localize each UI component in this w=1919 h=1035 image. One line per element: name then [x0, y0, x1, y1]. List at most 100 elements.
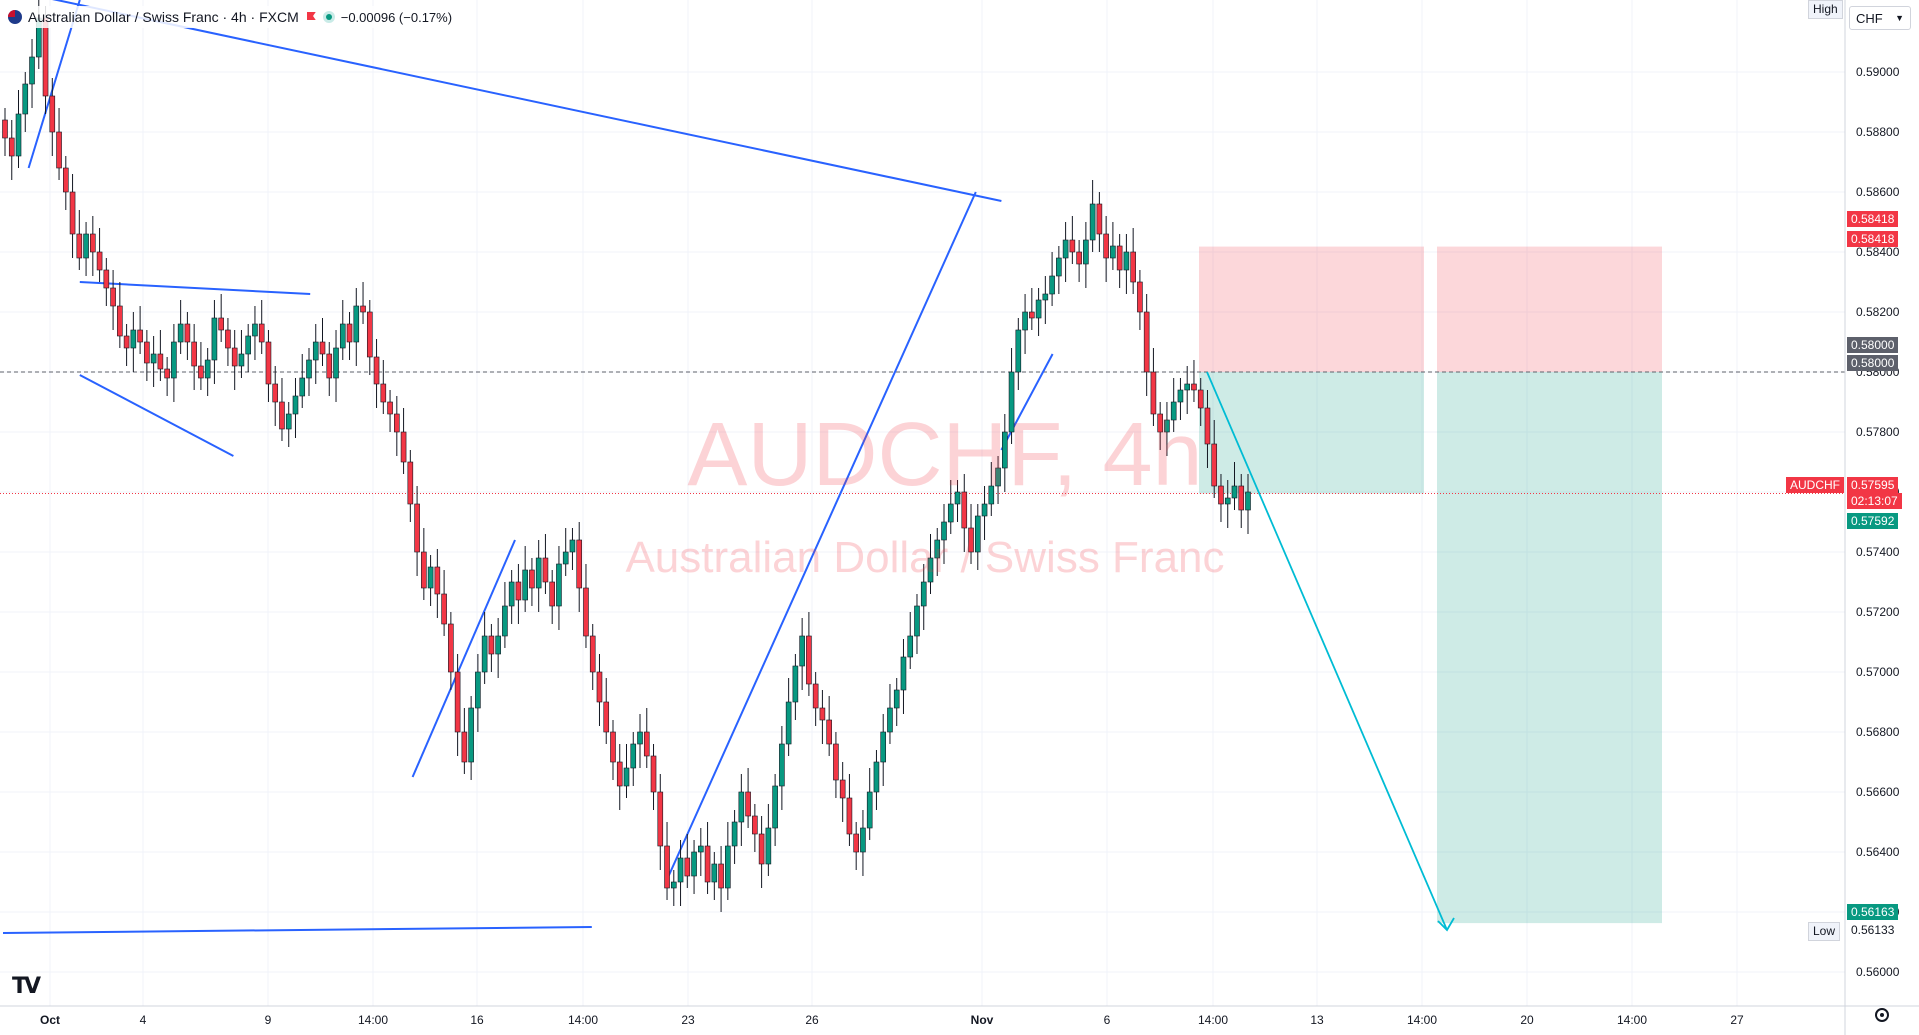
- candle-body: [704, 845, 711, 883]
- currency-label: CHF: [1856, 10, 1883, 26]
- candle-body: [1177, 389, 1184, 403]
- candle: [1096, 192, 1103, 252]
- flag-marker-icon[interactable]: [305, 11, 317, 23]
- candle-body: [137, 329, 143, 343]
- candle: [76, 210, 83, 270]
- trendline: [2, 926, 592, 934]
- candle: [103, 258, 110, 306]
- candle-body: [589, 635, 596, 673]
- bid-tag: 0.57592: [1847, 513, 1899, 529]
- candle: [29, 39, 35, 108]
- candle: [62, 156, 69, 210]
- candle: [339, 300, 346, 360]
- candle-body: [245, 335, 251, 355]
- candle-body: [475, 671, 481, 709]
- candle-body: [1211, 443, 1218, 487]
- candle-body: [1231, 485, 1238, 499]
- candle: [1238, 474, 1245, 528]
- profit-zone-2: [1437, 372, 1662, 924]
- candle: [245, 324, 251, 372]
- chevron-down-icon: ▼: [1895, 13, 1904, 23]
- candle: [22, 72, 29, 132]
- candle: [468, 696, 474, 780]
- profit-zone-1: [1199, 372, 1424, 494]
- y-tick-label: 0.56800: [1856, 725, 1900, 739]
- candle-body: [792, 665, 799, 703]
- candle: [394, 396, 400, 456]
- candle-body: [718, 863, 724, 889]
- y-tick-label: 0.58200: [1856, 305, 1900, 319]
- symbol-tag: AUDCHF: [1786, 477, 1844, 493]
- candle-body: [366, 311, 373, 358]
- candle-body: [988, 485, 995, 505]
- candle-body: [164, 368, 170, 379]
- candle: [164, 357, 170, 396]
- candle-body: [529, 569, 535, 589]
- candle-body: [1069, 239, 1076, 253]
- candle: [556, 546, 562, 630]
- candle-body: [806, 635, 812, 685]
- candle-body: [333, 347, 339, 379]
- candle-body: [1042, 293, 1049, 301]
- candle-body: [8, 137, 15, 157]
- candle: [839, 762, 846, 822]
- stop-zone-1: [1199, 246, 1424, 372]
- candle-body: [549, 581, 555, 607]
- candle: [1177, 378, 1184, 420]
- candle-body: [400, 431, 407, 463]
- candle: [650, 744, 657, 810]
- candle: [421, 528, 427, 600]
- candle: [1008, 348, 1015, 444]
- candle: [353, 288, 360, 366]
- candle: [123, 324, 130, 366]
- candle: [448, 612, 454, 690]
- candle-body: [407, 461, 414, 505]
- x-tick-label: 27: [1730, 1013, 1744, 1027]
- candle-body: [198, 365, 204, 379]
- candle-body: [522, 569, 528, 601]
- candle: [772, 774, 778, 846]
- candle-body: [670, 881, 677, 889]
- tradingview-logo[interactable]: TV: [12, 974, 41, 999]
- candle-body: [596, 671, 603, 703]
- watermark: AUDCHF, 4h Australian Dollar / Swiss Fran…: [625, 405, 1224, 582]
- candle-body: [90, 233, 96, 253]
- candle: [481, 612, 488, 684]
- candle: [853, 822, 859, 870]
- x-tick-label: Nov: [971, 1013, 994, 1027]
- candle-body: [191, 341, 197, 367]
- candle: [1143, 294, 1150, 396]
- candle-body: [866, 791, 873, 829]
- candle: [171, 324, 177, 402]
- candle-body: [231, 347, 238, 367]
- candle: [502, 582, 508, 648]
- candle-body: [1191, 383, 1197, 391]
- candle-body: [42, 17, 49, 97]
- candle-body: [1150, 371, 1157, 415]
- candle-body: [664, 845, 670, 889]
- x-tick-label: 13: [1310, 1013, 1324, 1027]
- candle: [670, 870, 677, 906]
- candle: [1076, 240, 1082, 282]
- candle: [204, 348, 211, 396]
- gear-icon[interactable]: [1875, 1008, 1889, 1022]
- candle-body: [968, 527, 974, 553]
- candle: [691, 840, 697, 894]
- x-tick-label: 4: [140, 1013, 147, 1027]
- candle-body: [873, 761, 880, 793]
- candle-body: [96, 251, 103, 271]
- watermark-name: Australian Dollar / Swiss Franc: [625, 533, 1224, 582]
- candle-body: [144, 341, 150, 364]
- candle: [529, 558, 535, 606]
- candle: [833, 732, 839, 798]
- candle: [495, 618, 501, 678]
- candle: [1002, 414, 1008, 492]
- currency-selector[interactable]: CHF ▼: [1849, 6, 1911, 30]
- candle: [603, 678, 610, 744]
- candle: [589, 624, 596, 690]
- candle-body: [623, 767, 630, 787]
